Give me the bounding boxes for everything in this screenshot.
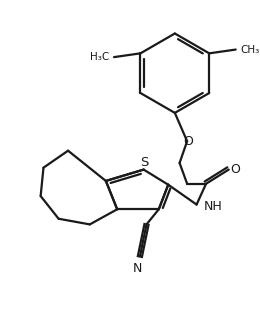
Text: CH₃: CH₃: [240, 45, 260, 55]
Text: S: S: [140, 156, 149, 169]
Text: NH: NH: [204, 200, 223, 213]
Text: H₃C: H₃C: [90, 52, 109, 62]
Text: O: O: [183, 135, 193, 148]
Text: N: N: [132, 262, 142, 275]
Text: O: O: [230, 163, 240, 176]
